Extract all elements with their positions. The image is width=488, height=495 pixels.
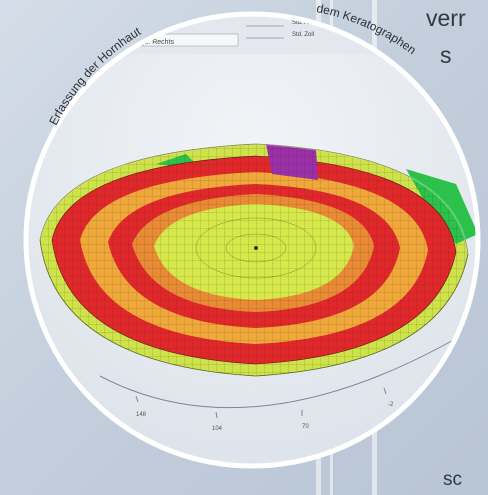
axis-tick-2: 104 <box>212 426 223 432</box>
axis-tick-3: 70 <box>302 424 309 430</box>
screen-label-3: Std. Zoll <box>292 32 314 38</box>
photo-frame-ring <box>23 11 481 469</box>
screen-label-2: Std. Abw. <box>292 20 317 26</box>
topography-photo: Auge: Rechts Std. Abw. Std. Zoll 148 104… <box>23 4 481 469</box>
axis-tick-1: 148 <box>136 412 147 418</box>
bottom-text-fragment: sc <box>443 469 462 490</box>
side-text-line-1: verr <box>426 5 466 31</box>
side-text-column: verr s <box>424 0 488 495</box>
screen-label-1: Auge: Rechts <box>132 39 175 46</box>
axis-tick-4: -2 <box>388 402 394 408</box>
side-text-line-2: s <box>440 42 452 68</box>
corneal-surface-map <box>39 143 478 377</box>
scale-arc: 148 104 70 -2 <box>99 333 465 432</box>
